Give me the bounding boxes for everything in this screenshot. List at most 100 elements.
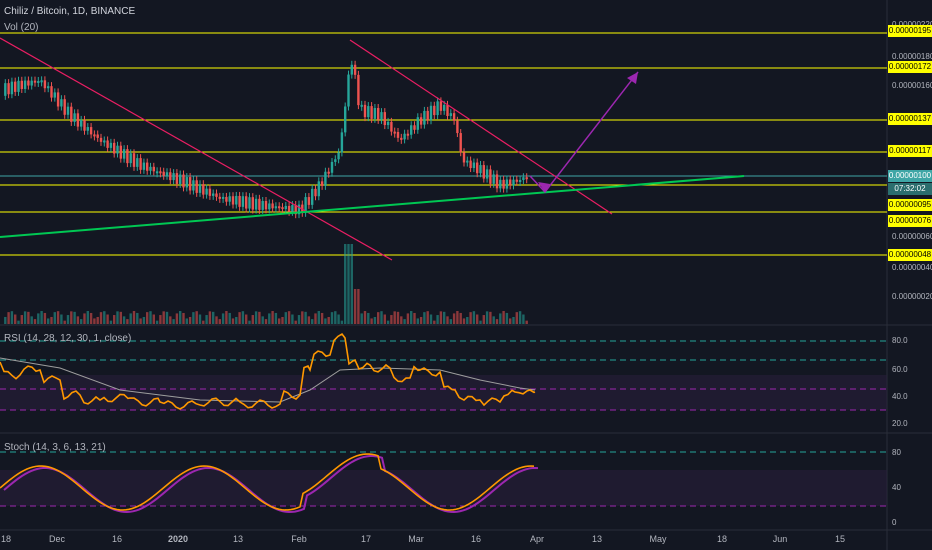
candle-body: [248, 197, 251, 209]
volume-bar: [139, 318, 142, 324]
candle-body: [126, 149, 129, 164]
stoch-band-fill: [0, 470, 887, 506]
volume-bar: [433, 320, 436, 324]
candle-body: [238, 195, 241, 207]
candle-body: [390, 121, 393, 132]
volume-bar: [76, 316, 80, 324]
volume-bar: [80, 319, 83, 324]
volume-bar: [495, 319, 499, 324]
stoch-indicator-label[interactable]: Stoch (14, 3, 6, 13, 21): [4, 442, 106, 453]
candle-body: [429, 105, 433, 121]
volume-bar: [512, 316, 515, 324]
volume-bar: [261, 316, 264, 324]
candle-body: [60, 99, 63, 107]
price-axis-label: 0.00000040: [892, 263, 932, 272]
volume-bar: [386, 320, 390, 324]
candle-body: [271, 203, 274, 209]
volume-bar: [314, 313, 317, 324]
candle-body: [512, 179, 515, 186]
downtrend-line-2[interactable]: [349, 39, 613, 215]
volume-bar: [515, 312, 518, 324]
volume-bar: [4, 316, 7, 324]
candle-body: [14, 81, 17, 92]
candle-body: [70, 106, 73, 122]
candle-body: [241, 196, 245, 207]
symbol-title[interactable]: Chiliz / Bitcoin, 1D, BINANCE: [4, 6, 136, 17]
volume-bar: [429, 314, 433, 324]
candle-body: [337, 152, 340, 160]
horizontal-levels[interactable]: [0, 32, 887, 256]
candle-body: [99, 137, 103, 142]
volume-bar: [492, 316, 495, 324]
candle-body: [278, 206, 281, 209]
volume-bar: [509, 318, 512, 324]
rsi-axis-label: 40.0: [892, 392, 908, 401]
time-axis-label: Jun: [772, 534, 788, 544]
candle-body: [525, 177, 528, 180]
candle-body: [446, 104, 449, 117]
candle-body: [317, 181, 320, 197]
candle-body: [162, 171, 165, 176]
volume-bar: [182, 312, 185, 324]
time-axis-label: May: [649, 534, 667, 544]
volume-bar: [122, 316, 126, 324]
volume-indicator-label[interactable]: Vol (20): [4, 22, 39, 33]
volume-bar: [215, 316, 218, 324]
volume-bar: [268, 313, 271, 324]
volume-bars: [4, 244, 528, 324]
volume-bar: [238, 312, 241, 324]
downtrend-line-1[interactable]: [0, 37, 393, 261]
volume-bar: [413, 312, 416, 324]
volume-bar: [449, 319, 452, 324]
candle-body: [502, 179, 505, 189]
candle-body: [403, 133, 406, 140]
candle-body: [320, 181, 324, 186]
time-axis-label: Dec: [48, 534, 66, 544]
volume-bar: [83, 313, 86, 324]
volume-bar: [33, 319, 37, 324]
candle-body: [23, 80, 27, 89]
candle-body: [462, 152, 466, 163]
candle-body: [489, 169, 492, 184]
candle-body: [482, 165, 485, 179]
candle-body: [132, 153, 136, 167]
rsi-indicator-label[interactable]: RSI (14, 28, 12, 30, 1, close): [4, 333, 132, 344]
volume-bar: [241, 311, 245, 324]
volume-bar: [446, 316, 449, 324]
candle-body: [469, 160, 472, 169]
projection-arrow[interactable]: [529, 71, 639, 194]
candle-body: [172, 173, 175, 181]
volume-bar: [416, 318, 419, 324]
volume-bar: [129, 313, 132, 324]
volume-bar: [119, 311, 122, 324]
volume-bar: [472, 311, 476, 324]
candle-body: [515, 179, 518, 182]
candle-body: [479, 165, 482, 174]
volume-bar: [14, 314, 17, 324]
uptrend-support-line[interactable]: [0, 175, 745, 238]
candle-body: [284, 205, 287, 210]
candle-body: [50, 86, 53, 98]
candle-body: [86, 127, 89, 131]
candle-body: [33, 80, 37, 83]
candle-body: [47, 86, 50, 89]
candle-body: [212, 193, 215, 196]
candle-body: [367, 106, 370, 118]
candle-body: [380, 112, 383, 120]
time-axis-label: Feb: [291, 534, 307, 544]
candle-body: [179, 174, 182, 184]
candle-body: [304, 197, 307, 213]
candle-body: [113, 142, 116, 154]
candle-body: [251, 197, 254, 210]
candle-body: [192, 180, 195, 191]
candle-body: [136, 158, 139, 167]
volume-bar: [175, 313, 179, 324]
candle-body: [466, 160, 469, 163]
volume-bar: [466, 316, 469, 324]
candle-body: [419, 117, 423, 125]
stoch-k-line: [0, 453, 535, 511]
volume-bar: [89, 312, 93, 324]
candle-body: [433, 105, 436, 116]
volume-bar: [320, 312, 324, 324]
